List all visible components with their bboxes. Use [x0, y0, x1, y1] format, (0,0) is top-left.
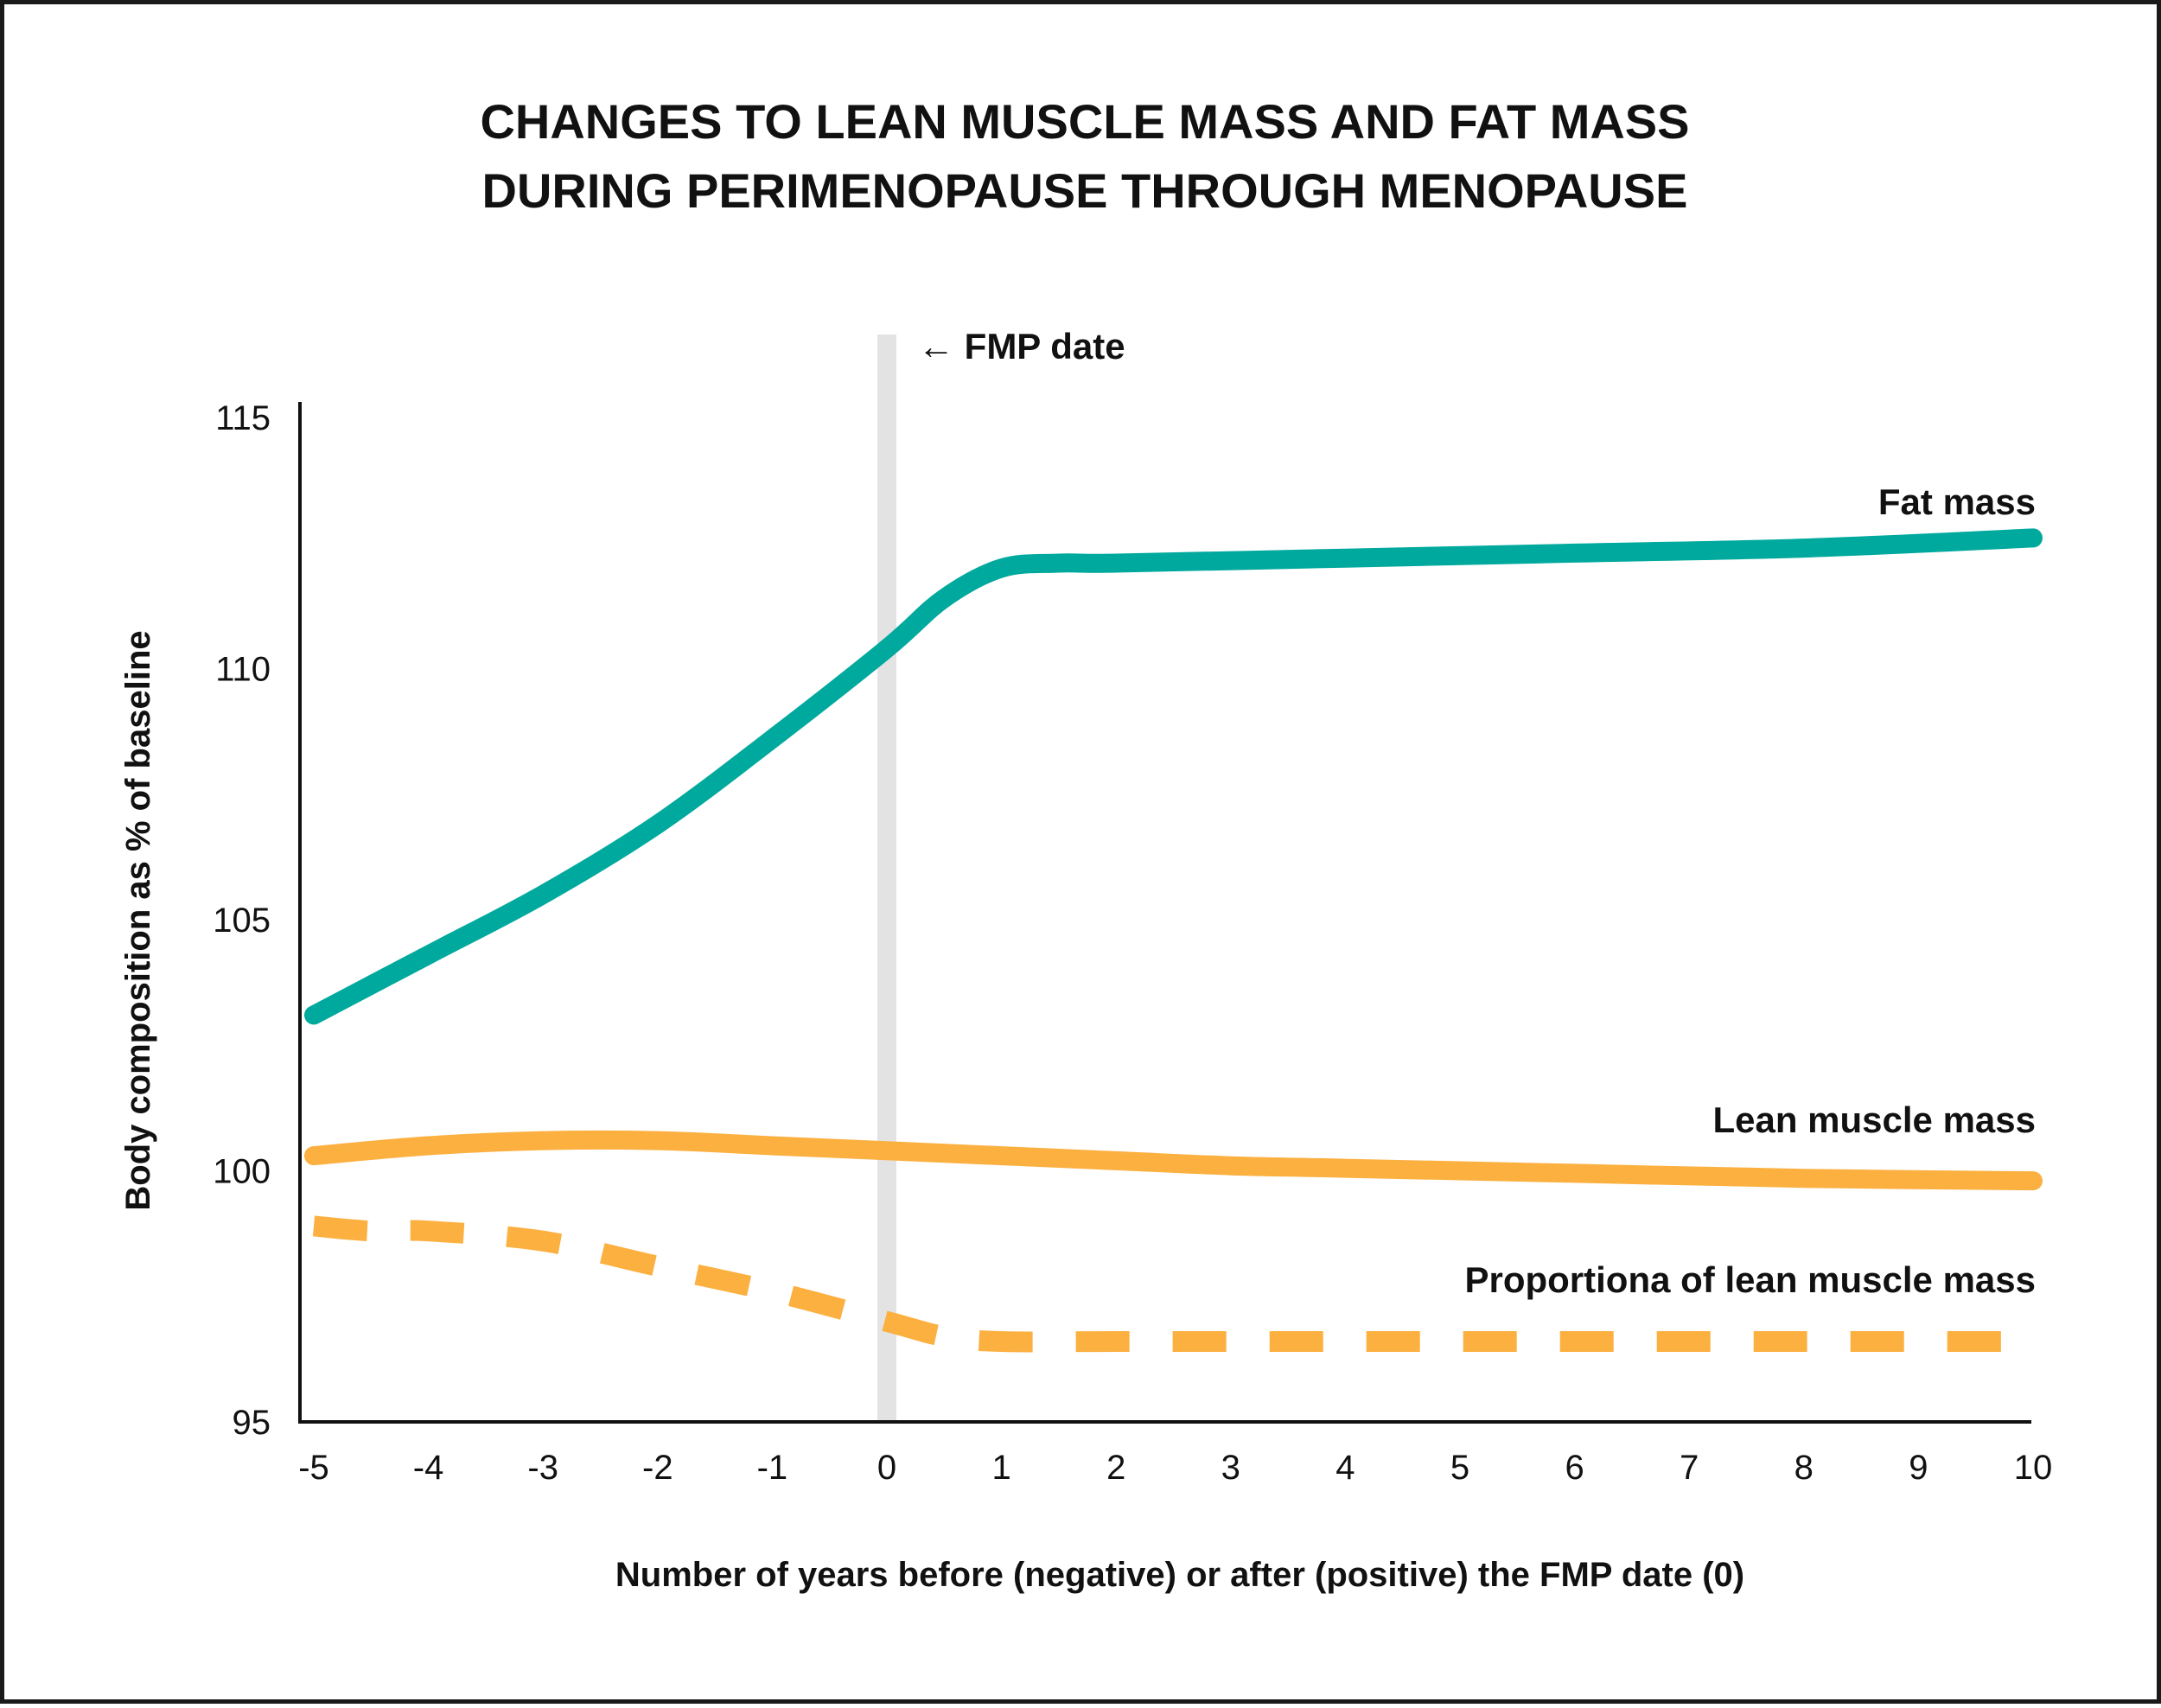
x-tick-label: -4 — [413, 1449, 444, 1487]
chart-svg: CHANGES TO LEAN MUSCLE MASS AND FAT MASS… — [119, 94, 2052, 1594]
fmp-band — [877, 335, 896, 1422]
y-tick-label: 110 — [215, 651, 271, 689]
chart-axes — [298, 402, 2031, 1424]
chart-title: CHANGES TO LEAN MUSCLE MASS AND FAT MASS… — [480, 94, 1689, 218]
x-tick-label: 9 — [1909, 1449, 1928, 1487]
proportional-lean-muscle-mass-label: Proportiona of lean muscle mass — [1464, 1259, 2036, 1300]
x-tick-label: -1 — [757, 1449, 788, 1487]
fat-mass-line — [304, 528, 2043, 1025]
x-tick-label: 2 — [1106, 1449, 1125, 1487]
proportional-lean-muscle-mass-line — [312, 1215, 2033, 1353]
chart-title-line-1: CHANGES TO LEAN MUSCLE MASS AND FAT MASS — [480, 94, 1689, 149]
x-tick-label: 4 — [1335, 1449, 1355, 1487]
chart-title-line-2: DURING PERIMENOPAUSE THROUGH MENOPAUSE — [482, 163, 1688, 218]
x-tick-label: -3 — [527, 1449, 558, 1487]
x-tick-label: 10 — [2014, 1449, 2053, 1487]
y-tick-label: 105 — [213, 902, 271, 940]
y-tick-label: 115 — [215, 399, 271, 437]
x-tick-label: 6 — [1565, 1449, 1584, 1487]
y-tick-labels: 95 100 105 110 115 — [213, 399, 271, 1442]
x-tick-label: 5 — [1450, 1449, 1469, 1487]
x-tick-label: -5 — [298, 1449, 329, 1487]
chart-series — [304, 528, 2043, 1353]
fmp-date-label: ← FMP date — [918, 326, 1125, 366]
x-tick-label: 1 — [991, 1449, 1010, 1487]
x-tick-label: -2 — [642, 1449, 673, 1487]
x-tick-label: 0 — [877, 1449, 896, 1487]
y-tick-label: 100 — [213, 1153, 271, 1191]
y-tick-label: 95 — [233, 1404, 271, 1442]
x-axis-label: Number of years before (negative) or aft… — [615, 1556, 1744, 1594]
x-tick-labels: -5 -4 -3 -2 -1 0 1 2 3 4 5 6 7 8 9 10 — [298, 1449, 2052, 1487]
fmp-marker: ← FMP date — [877, 326, 1125, 1422]
x-tick-label: 3 — [1221, 1449, 1240, 1487]
axis-labels: Number of years before (negative) or aft… — [119, 630, 1744, 1594]
lean-muscle-mass-label: Lean muscle mass — [1712, 1099, 2036, 1140]
lean-muscle-mass-line — [304, 1130, 2043, 1191]
x-tick-label: 7 — [1680, 1449, 1699, 1487]
fat-mass-label: Fat mass — [1878, 481, 2036, 522]
series-labels: Fat mass Lean muscle mass Proportiona of l… — [1464, 481, 2036, 1300]
x-tick-label: 8 — [1794, 1449, 1814, 1487]
y-axis-label: Body composition as % of baseline — [119, 630, 157, 1210]
